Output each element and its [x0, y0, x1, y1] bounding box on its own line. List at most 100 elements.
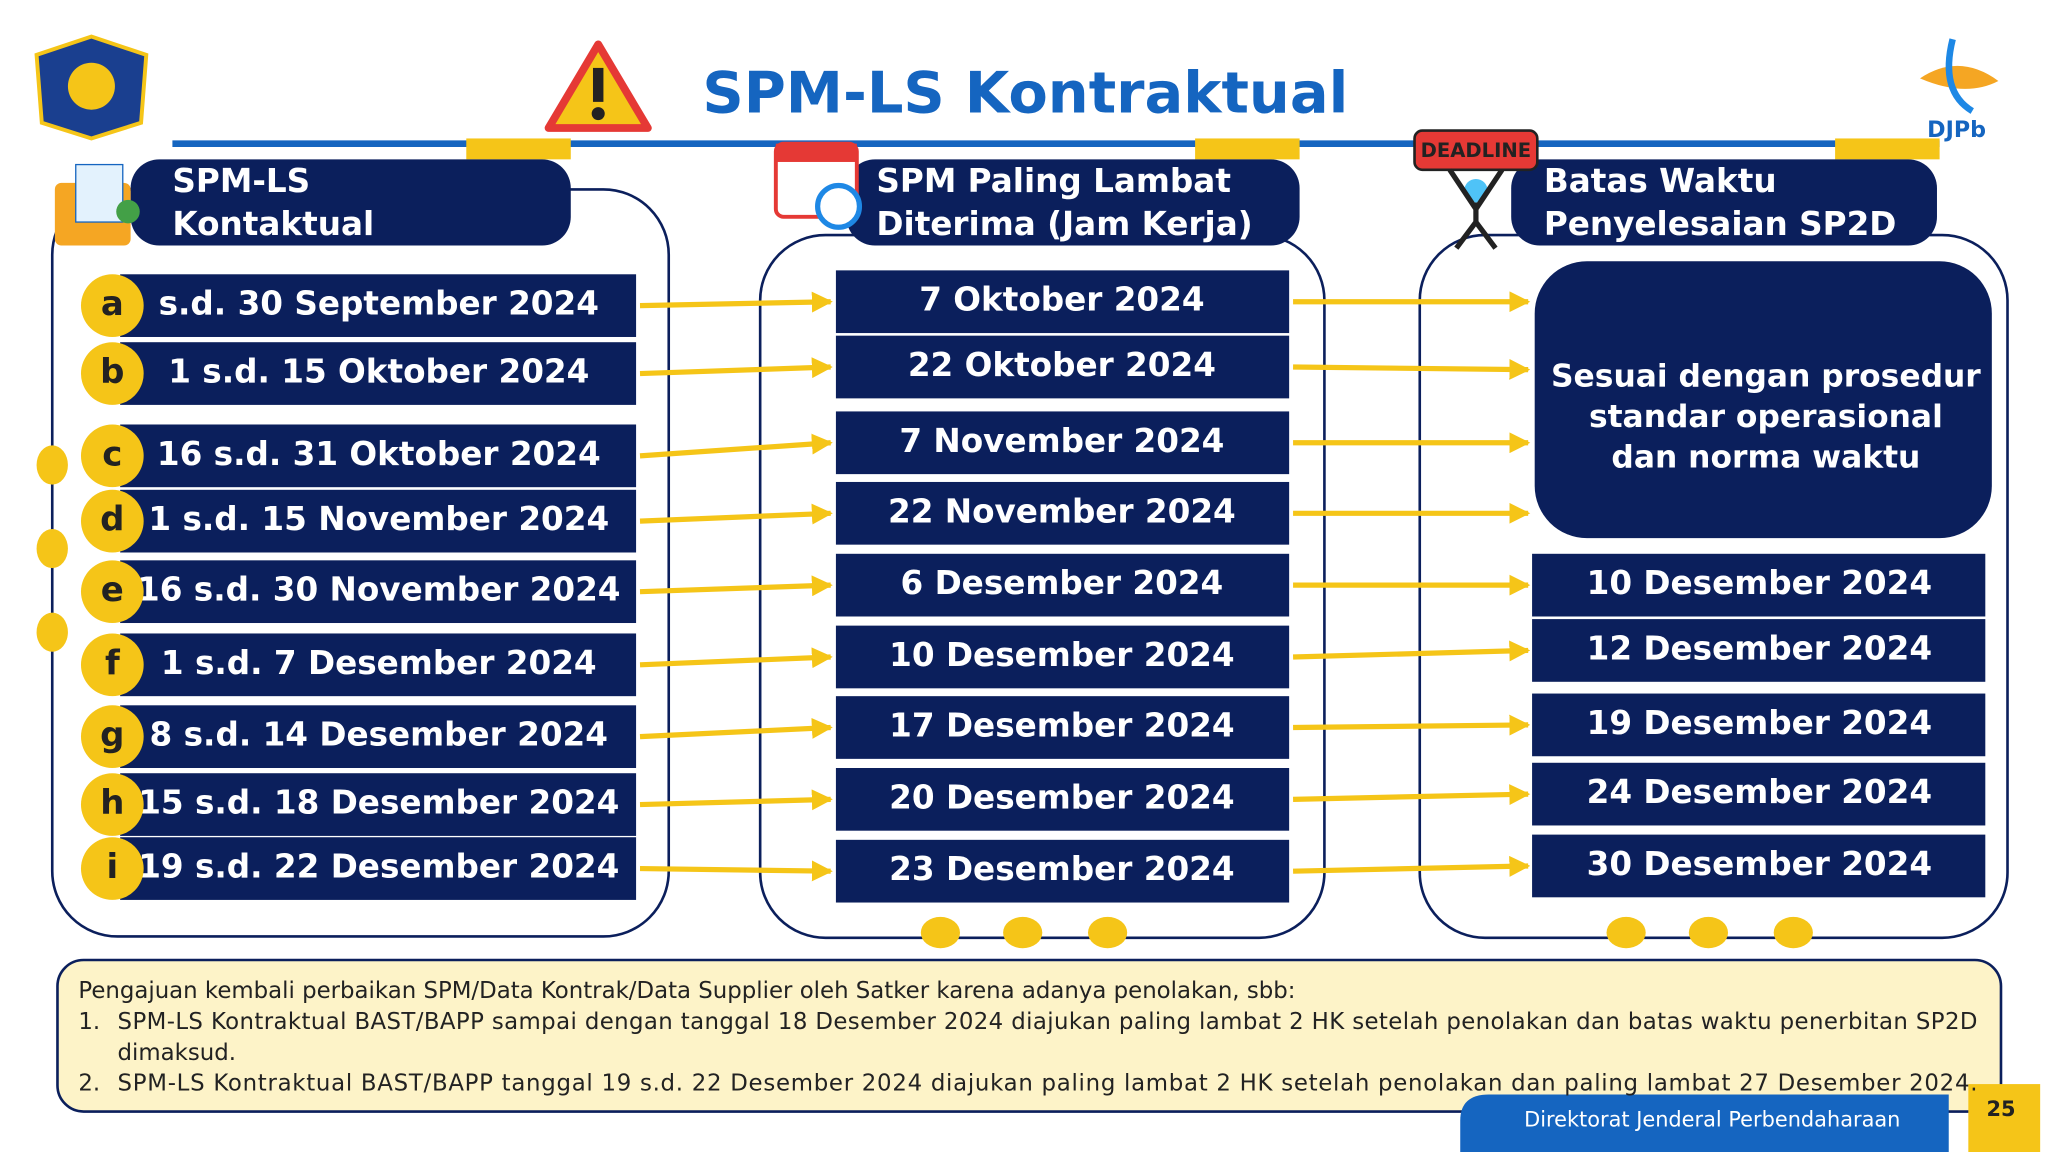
column-header	[130, 159, 571, 246]
sp2d: 12 Desember 2024	[1587, 629, 1932, 667]
received-bar	[835, 411, 1290, 475]
sp2d-bar	[1532, 693, 1986, 757]
arrow	[1293, 714, 1531, 736]
letter-badge	[80, 424, 144, 488]
arrow	[639, 503, 833, 525]
column-header-text: SPM-LS	[172, 162, 310, 200]
letter-badge	[80, 633, 144, 697]
received: 7 November 2024	[899, 422, 1224, 460]
letter-badge	[80, 274, 144, 337]
sp2d-bar	[1532, 619, 1986, 682]
note-text: SPM-LS Kontraktual BAST/BAPP sampai deng…	[118, 1009, 1978, 1035]
arrow	[1293, 358, 1531, 380]
arrow	[1293, 784, 1531, 805]
letter: i	[107, 847, 119, 887]
sp2d-bar	[1532, 553, 1986, 617]
arrow	[1293, 855, 1531, 877]
deadline-icon	[1413, 129, 1539, 250]
received: 17 Desember 2024	[889, 707, 1234, 745]
sp2d-bar	[1532, 834, 1986, 898]
letter: g	[100, 715, 124, 755]
deadline-label: DEADLINE	[1421, 139, 1532, 162]
period-bar	[120, 424, 637, 488]
period-bar	[120, 773, 637, 836]
received-bar	[835, 696, 1290, 759]
received: 22 November 2024	[888, 492, 1236, 530]
letter: f	[105, 643, 121, 683]
column-header	[846, 159, 1300, 246]
period: 16 s.d. 31 Oktober 2024	[157, 435, 601, 473]
sp2d-merged-box	[1534, 261, 1992, 539]
period: 1 s.d. 7 Desember 2024	[161, 644, 597, 682]
arrow	[639, 717, 833, 740]
letter: b	[100, 352, 124, 392]
page-badge	[1968, 1084, 2041, 1152]
period-bar	[120, 342, 637, 405]
sp2d: 30 Desember 2024	[1587, 845, 1932, 883]
accent	[466, 138, 571, 160]
letter-badge	[80, 489, 144, 553]
column-header-text: Kontaktual	[172, 205, 374, 243]
sp2d: 19 Desember 2024	[1587, 704, 1932, 742]
sp2d-bar	[1532, 762, 1986, 826]
calendar-icon	[773, 141, 863, 230]
notes-intro: Pengajuan kembali perbaikan SPM/Data Kon…	[78, 978, 1295, 1004]
period: 19 s.d. 22 Desember 2024	[138, 848, 619, 886]
letter-badge	[80, 342, 144, 405]
letter-badge	[80, 560, 144, 624]
column-header-text: Diterima (Jam Kerja)	[876, 205, 1252, 243]
period-bar	[120, 274, 637, 337]
period-bar	[120, 705, 637, 768]
letter: e	[101, 570, 124, 610]
arrow	[639, 575, 833, 597]
letter: c	[102, 434, 122, 474]
title: SPM-LS Kontraktual	[702, 59, 1348, 126]
ministry-logo	[34, 34, 149, 141]
accent	[1195, 138, 1300, 160]
column-header	[1511, 159, 1937, 246]
received-bar	[835, 553, 1290, 617]
letter: h	[100, 783, 124, 823]
received-bar	[835, 625, 1290, 689]
received-bar	[835, 839, 1290, 903]
arrow	[1292, 640, 1531, 662]
period: 15 s.d. 18 Desember 2024	[138, 784, 619, 822]
period: s.d. 30 September 2024	[159, 285, 599, 323]
arrow	[639, 789, 833, 811]
arrow	[639, 860, 833, 882]
footer-band	[1460, 1094, 1949, 1152]
sp2d-merged-text: Sesuai dengan prosedur	[1551, 358, 1981, 394]
arrow	[639, 433, 833, 459]
received: 20 Desember 2024	[889, 778, 1234, 816]
received-bar	[835, 335, 1290, 399]
page-number: 25	[1986, 1097, 2015, 1121]
received: 6 Desember 2024	[901, 564, 1224, 602]
received-bar	[835, 481, 1290, 545]
letter-badge	[80, 705, 144, 768]
received-bar	[835, 270, 1290, 334]
arrow	[639, 291, 833, 313]
period-bar	[120, 837, 637, 900]
note-text: dimaksud.	[118, 1040, 236, 1066]
arrow	[639, 357, 833, 379]
sp2d-merged-text: dan norma waktu	[1611, 439, 1920, 475]
period: 1 s.d. 15 November 2024	[148, 500, 609, 538]
djpb-logo	[1920, 38, 1999, 114]
period: 8 s.d. 14 Desember 2024	[150, 716, 608, 754]
period-bar	[120, 633, 637, 697]
notes-box	[56, 958, 2003, 1113]
document-icon	[54, 163, 140, 246]
received: 7 Oktober 2024	[919, 281, 1204, 319]
accent	[1835, 138, 1940, 160]
sp2d: 24 Desember 2024	[1587, 773, 1932, 811]
note-number: 2.	[78, 1071, 100, 1097]
column-header-text: Penyelesaian SP2D	[1544, 205, 1897, 243]
received: 10 Desember 2024	[889, 636, 1234, 674]
letter-badge	[80, 837, 144, 900]
arrow	[639, 647, 833, 669]
received: 22 Oktober 2024	[908, 346, 1216, 384]
letter-badge	[80, 773, 144, 836]
received-bar	[835, 768, 1290, 831]
period: 1 s.d. 15 Oktober 2024	[168, 353, 589, 391]
